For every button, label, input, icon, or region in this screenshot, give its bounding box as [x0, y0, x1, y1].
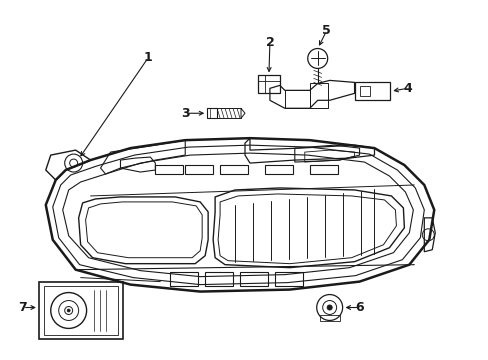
Bar	[185, 165, 213, 174]
Circle shape	[67, 309, 70, 312]
Bar	[240, 272, 267, 285]
Bar	[170, 272, 198, 285]
Bar	[205, 272, 233, 285]
Bar	[354, 82, 389, 100]
Bar	[309, 165, 337, 174]
Text: 2: 2	[265, 36, 274, 49]
Text: 4: 4	[402, 82, 411, 95]
Bar	[309, 84, 327, 108]
Bar	[39, 282, 123, 339]
Text: 3: 3	[181, 107, 189, 120]
Bar	[319, 315, 339, 321]
Bar	[44, 285, 118, 336]
Bar	[264, 165, 292, 174]
Bar	[285, 90, 309, 108]
Circle shape	[326, 305, 331, 310]
Bar	[258, 75, 279, 93]
Bar	[274, 272, 302, 285]
Bar	[207, 108, 217, 118]
Bar	[220, 165, 247, 174]
Text: 7: 7	[19, 301, 27, 314]
Text: 6: 6	[354, 301, 363, 314]
Bar	[359, 86, 369, 96]
Text: 5: 5	[322, 24, 330, 37]
Text: 1: 1	[143, 51, 152, 64]
Bar	[155, 165, 183, 174]
